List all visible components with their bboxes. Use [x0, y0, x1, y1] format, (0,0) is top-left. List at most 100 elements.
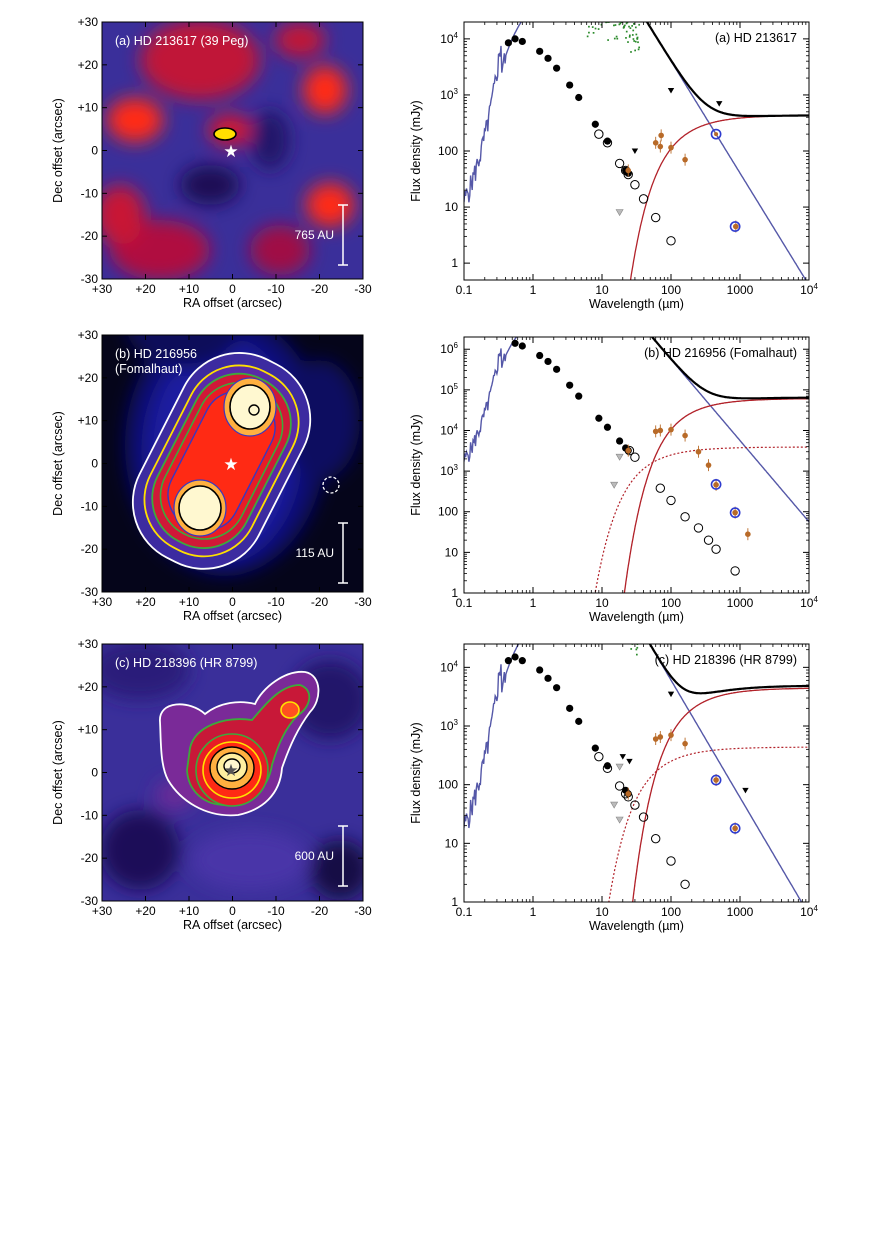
- photosphere-photometry-point: [602, 763, 613, 774]
- spectrum-point: [636, 624, 638, 626]
- spectrum-point: [626, 329, 628, 331]
- image-x-tick-label: -30: [354, 904, 372, 918]
- spectrum-point: [629, 27, 632, 30]
- spectrum-point: [605, 315, 607, 317]
- image-a-label: (a) HD 213617 (39 Peg): [115, 34, 248, 48]
- sed-x-tick-label: 1000: [727, 283, 754, 297]
- spectrum-point: [592, 604, 594, 606]
- image-x-tick-label: +10: [179, 595, 200, 609]
- spectrum-point: [632, 638, 634, 640]
- image-c-scale-label: 600 AU: [295, 849, 334, 863]
- image-x-tick-label: -10: [267, 904, 285, 918]
- image-y-tick-label: +10: [78, 101, 99, 115]
- spectrum-point: [605, 22, 607, 24]
- sed-y-axis-label: Flux density (mJy): [409, 100, 423, 201]
- photosphere-photometry-point: [680, 879, 690, 890]
- spectrum-point: [590, 319, 592, 321]
- image-y-tick-label: +10: [78, 414, 99, 428]
- spectrum-point: [588, 25, 590, 28]
- image-x-tick-label: -20: [311, 282, 329, 296]
- spectrum-point: [619, 322, 621, 324]
- photometry-point: [544, 54, 552, 62]
- photometry-point: [616, 437, 624, 445]
- spectrum-point: [637, 41, 639, 44]
- spectrum-point: [588, 31, 590, 34]
- photosphere-photometry-point: [602, 138, 613, 148]
- spectrum-point: [587, 312, 589, 314]
- spectrum-point: [587, 606, 589, 608]
- photometry-point: [566, 81, 574, 89]
- sed-title: (a) HD 213617: [715, 31, 797, 45]
- sed-x-tick-label: 10: [595, 283, 609, 297]
- image-panel-b: ★ (b) HD 216956 (Fomalhaut) 115 AU +30 +2…: [51, 328, 372, 623]
- photosphere-photometry-point: [655, 483, 666, 493]
- spectrum-point: [629, 320, 631, 322]
- spectrum-point: [613, 598, 615, 600]
- spectrum-point: [586, 303, 588, 305]
- spectrum-point: [609, 17, 611, 19]
- photosphere-photometry-point: [594, 751, 604, 762]
- spectrum-point: [590, 603, 592, 605]
- spectrum-point: [626, 324, 628, 326]
- image-y-tick-label: -30: [81, 894, 99, 908]
- spectrum-point: [607, 629, 609, 631]
- spectrum-point: [632, 38, 635, 40]
- photosphere-photometry-point: [680, 512, 690, 522]
- spectrum-point: [610, 314, 612, 316]
- spectrum-point: [628, 36, 631, 38]
- spectrum-point: [607, 8, 609, 10]
- spectrum-point: [595, 0, 597, 1]
- spectrum-point: [599, 316, 601, 318]
- spectrum-point: [620, 22, 623, 24]
- spectrum-point: [627, 626, 629, 628]
- spectrum-point: [618, 602, 620, 604]
- warm-component-line: [608, 746, 809, 902]
- photometry-point: [575, 93, 583, 102]
- sed-x-tick-label: 104: [800, 282, 818, 297]
- photosphere-photometry-point: [693, 523, 704, 533]
- spectrum-point: [605, 12, 607, 14]
- image-x-tick-label: +20: [135, 904, 156, 918]
- photosphere-photometry-point: [650, 833, 661, 844]
- spectrum-point: [590, 326, 592, 328]
- spectrum-point: [607, 8, 609, 10]
- sed-y-tick-label: 100: [438, 144, 458, 158]
- image-b-map: ★: [102, 335, 363, 592]
- spectrum-point: [638, 631, 640, 633]
- spectrum-point: [592, 8, 594, 10]
- photometry-point: [518, 342, 526, 350]
- spectrum-point: [608, 314, 610, 316]
- spectrum-point: [590, 16, 592, 18]
- sed-y-tick-label: 1: [451, 586, 458, 600]
- spectrum-point: [606, 626, 608, 628]
- spectrum-point: [626, 22, 629, 24]
- upper-limit-marker: [619, 754, 626, 760]
- photometry-point: [504, 39, 512, 47]
- sed-y-tick-label: 10: [445, 545, 459, 559]
- photosphere-photometry-point: [614, 158, 625, 169]
- spectrum-point: [614, 24, 617, 26]
- sed-y-axis-label: Flux density (mJy): [409, 414, 423, 515]
- photosphere-photometry-point: [730, 566, 740, 576]
- spectrum-point: [633, 40, 636, 42]
- spectrum-point: [593, 4, 595, 6]
- cold-component-line: [632, 687, 809, 902]
- spectrum-point: [589, 8, 591, 10]
- image-y-tick-label: +10: [78, 723, 99, 737]
- photometry-point: [591, 744, 599, 752]
- photometry-point: [591, 120, 599, 128]
- spectrum-point: [637, 633, 639, 635]
- spectrum-point: [615, 317, 617, 319]
- spectrum-point: [597, 311, 599, 313]
- photometry-point: [518, 657, 526, 665]
- spectrum-point: [633, 630, 635, 632]
- sed-y-tick-label: 100: [438, 505, 458, 519]
- sed-x-tick-label: 1000: [727, 905, 754, 919]
- spectrum-point: [634, 26, 637, 29]
- spectrum-point: [625, 37, 627, 39]
- spectrum-point: [620, 9, 622, 11]
- spectrum-point: [602, 630, 604, 632]
- spectrum-point: [608, 318, 610, 320]
- spectrum-point: [638, 9, 640, 11]
- spectrum-point: [591, 632, 593, 634]
